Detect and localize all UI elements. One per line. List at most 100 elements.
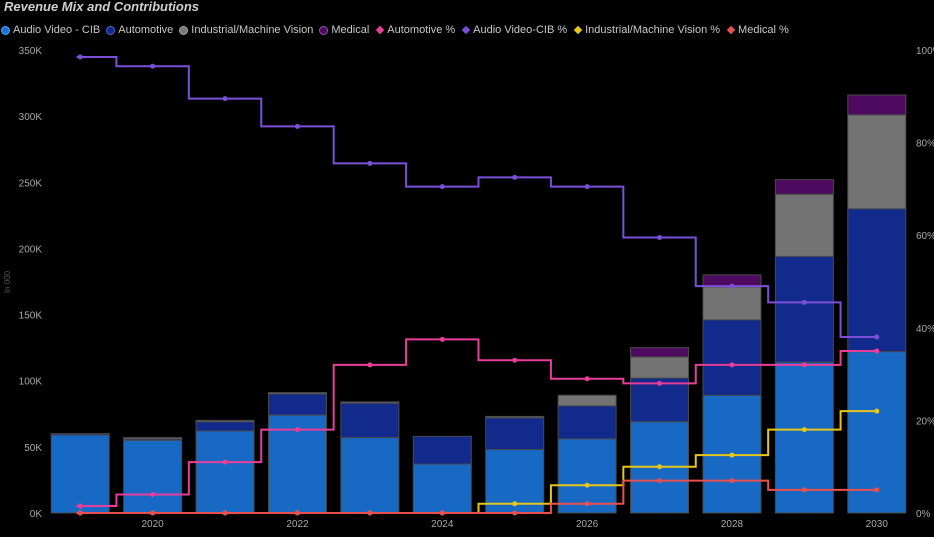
- line-marker: [439, 184, 445, 190]
- y-tick-label: 50K: [24, 443, 42, 454]
- legend-circle-marker: [106, 25, 116, 35]
- chart-title: Revenue Mix and Contributions: [4, 0, 200, 14]
- legend-item[interactable]: Medical: [319, 24, 369, 36]
- x-tick-label: 2022: [286, 519, 309, 530]
- line-marker: [512, 510, 518, 516]
- legend-circle-marker: [179, 25, 189, 35]
- line-marker: [801, 299, 807, 305]
- legend-label: Automotive %: [387, 24, 456, 36]
- legend-label: Audio Video - CIB: [13, 24, 101, 36]
- line-marker: [222, 459, 228, 465]
- line-marker: [729, 362, 735, 368]
- y-tick-label: 200K: [19, 244, 43, 255]
- bar-segment: [774, 193, 834, 257]
- bar-segment: [774, 179, 834, 195]
- bar-segment: [340, 402, 400, 439]
- bar-segment: [847, 351, 907, 514]
- bar-segment: [702, 286, 762, 321]
- legend-label: Industrial/Machine Vision: [191, 24, 314, 36]
- legend-label: Industrial/Machine Vision %: [585, 24, 721, 36]
- bar-segment: [123, 437, 183, 440]
- legend-item[interactable]: Medical %: [726, 24, 789, 36]
- bar-segment: [50, 433, 110, 436]
- bar-segment: [267, 393, 327, 416]
- line-marker: [584, 376, 590, 382]
- bar-segment: [630, 347, 690, 358]
- line-marker: [367, 362, 373, 368]
- y2-tick-label: 80%: [916, 139, 934, 150]
- bar-segment: [847, 94, 907, 116]
- bar-segment: [485, 417, 545, 451]
- bar-segment: [412, 463, 472, 514]
- y-axis-label: In 000: [3, 270, 12, 293]
- line-marker: [222, 96, 228, 102]
- bar-segment: [557, 405, 617, 440]
- line-marker: [150, 491, 156, 497]
- y2-tick-label: 20%: [916, 416, 934, 427]
- legend-item[interactable]: Industrial/Machine Vision %: [573, 24, 720, 36]
- legend-item[interactable]: Industrial/Machine Vision: [179, 24, 313, 36]
- y2-tick-label: 0%: [916, 509, 931, 520]
- line-marker: [729, 478, 735, 484]
- bar-segment: [195, 419, 255, 423]
- x-tick-label: 2020: [142, 519, 165, 530]
- step-line: [76, 55, 877, 339]
- bar-segment: [702, 319, 762, 396]
- bar-segment: [50, 434, 110, 514]
- y2-tick-label: 40%: [916, 324, 934, 335]
- bar-segment: [195, 421, 255, 432]
- line-marker: [729, 452, 735, 458]
- line-marker: [367, 160, 373, 166]
- line-marker: [294, 123, 300, 129]
- line-marker: [222, 510, 228, 516]
- x-tick-label: 2024: [431, 519, 454, 530]
- line-marker: [874, 487, 880, 493]
- legend-circle-marker: [1, 25, 10, 35]
- legend-item[interactable]: Audio Video - CIB: [1, 24, 100, 36]
- line-marker: [77, 54, 83, 60]
- line-marker: [439, 510, 445, 516]
- line-marker: [439, 336, 445, 342]
- bar-segment: [847, 114, 907, 210]
- line-marker: [874, 408, 880, 414]
- line-marker: [150, 63, 156, 69]
- line-marker: [657, 380, 663, 386]
- bar-segment: [847, 208, 907, 353]
- bar-segment: [630, 356, 690, 379]
- line-marker: [77, 510, 83, 516]
- y-tick-label: 250K: [19, 178, 43, 189]
- bar-segment: [774, 255, 834, 363]
- line-marker: [584, 482, 590, 488]
- line-marker: [801, 427, 807, 433]
- line-marker: [801, 362, 807, 368]
- bar-segment: [412, 435, 472, 465]
- legend-item[interactable]: Automotive: [106, 24, 173, 36]
- line-marker: [874, 334, 880, 340]
- line-marker: [512, 501, 518, 507]
- bar-segment: [195, 430, 255, 514]
- step-line: [76, 338, 877, 508]
- bar-segment: [485, 415, 545, 419]
- bar-segment: [340, 437, 400, 514]
- x-tick-label: 2028: [721, 519, 744, 530]
- line-marker: [367, 510, 373, 516]
- line-marker: [657, 464, 663, 470]
- y2-tick-label: 100%: [916, 46, 934, 57]
- legend-item[interactable]: Audio Video-CIB %: [461, 24, 567, 36]
- bar-segment: [123, 439, 183, 514]
- line-marker: [150, 510, 156, 516]
- y2-tick-label: 60%: [916, 231, 934, 242]
- y-tick-label: 300K: [19, 112, 43, 123]
- legend-label: Medical %: [738, 24, 789, 36]
- line-marker: [657, 235, 663, 241]
- legend-item[interactable]: Automotive %: [375, 24, 455, 36]
- x-tick-label: 2030: [866, 519, 889, 530]
- line-marker: [512, 357, 518, 363]
- legend-label: Automotive: [118, 24, 174, 36]
- x-tick-label: 2026: [576, 519, 599, 530]
- y-tick-label: 350K: [19, 46, 43, 57]
- chart-legend: Audio Video - CIB Automotive Industrial/Ma…: [1, 23, 795, 37]
- y-tick-label: 100K: [19, 377, 43, 388]
